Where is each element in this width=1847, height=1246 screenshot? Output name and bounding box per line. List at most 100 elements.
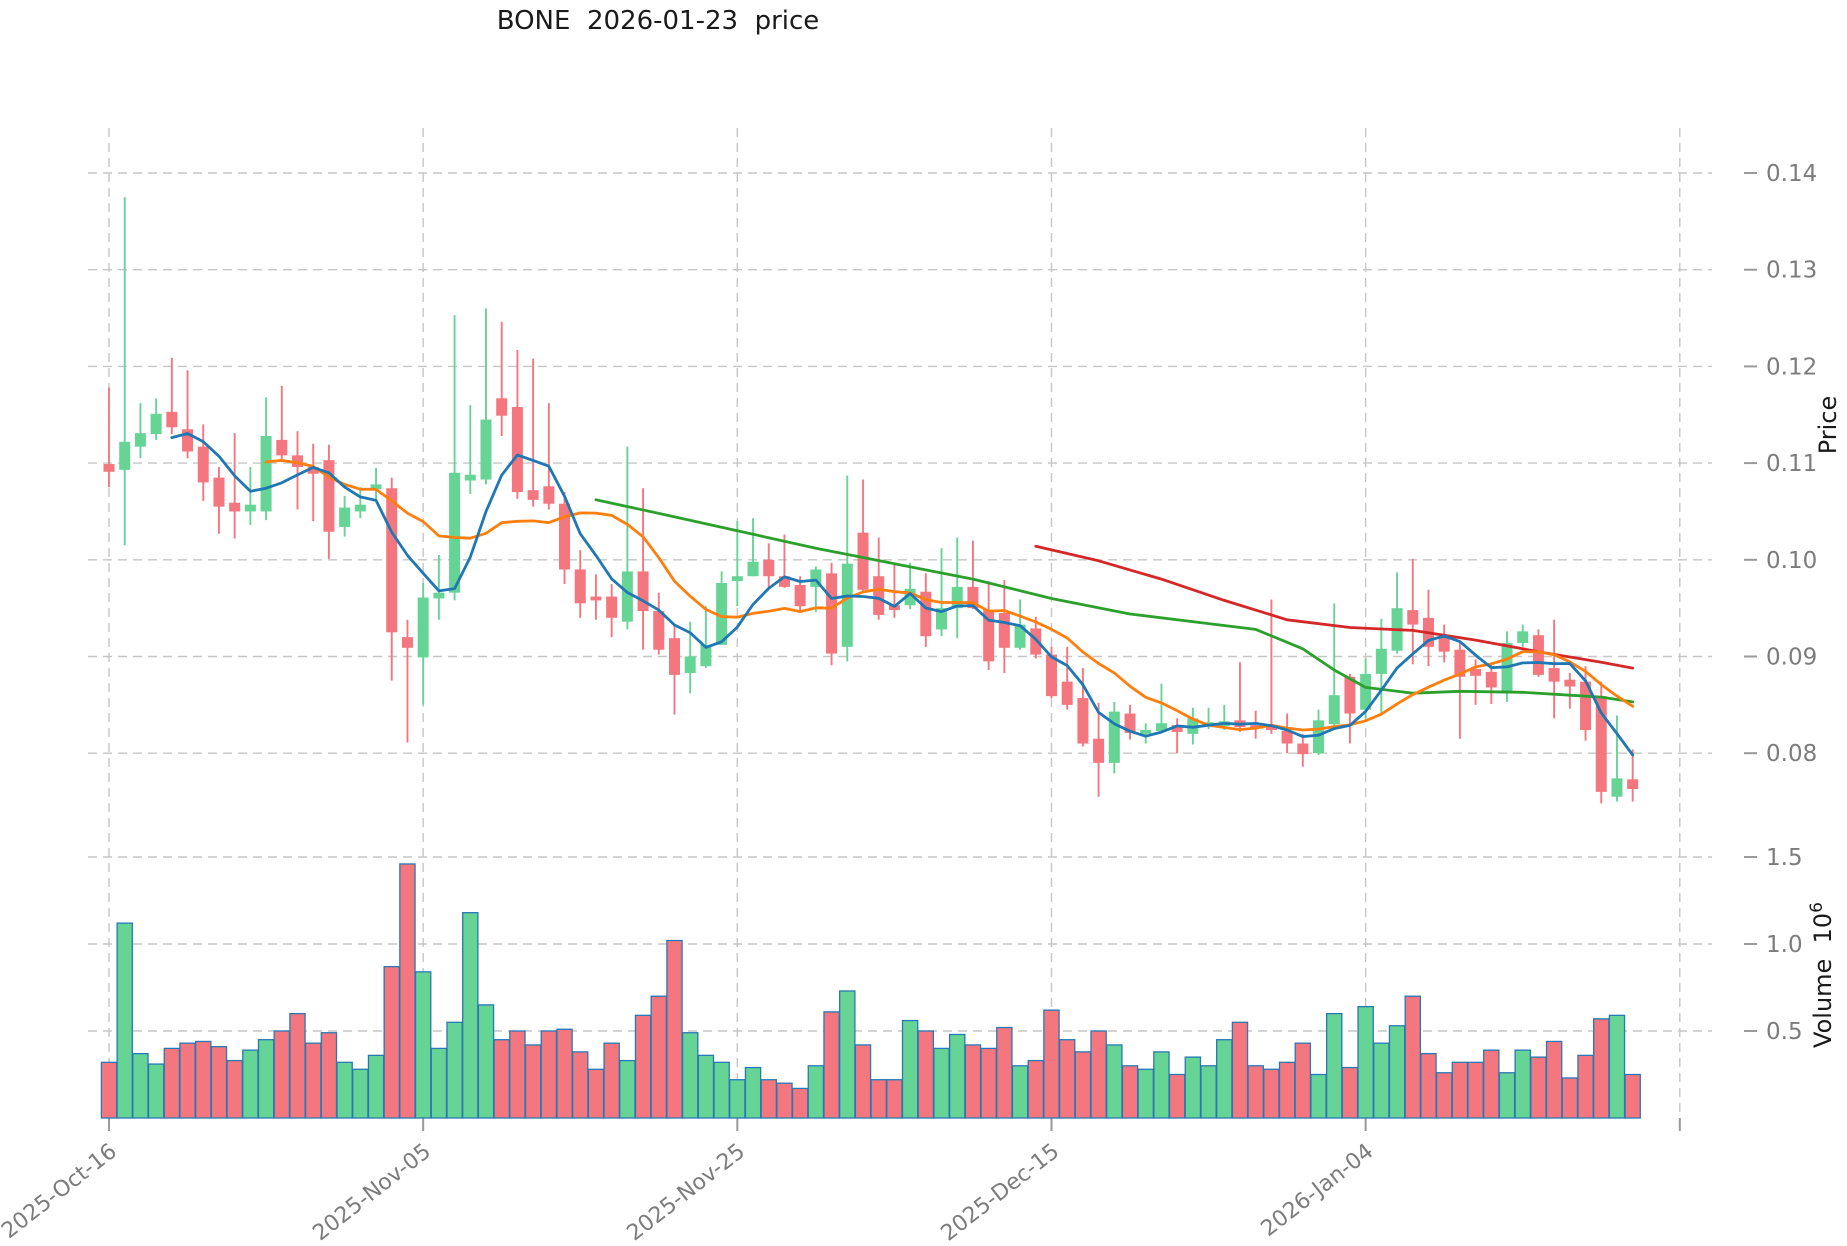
- volume-axis-label: Volume 106: [1807, 902, 1837, 1048]
- candle-body: [1407, 610, 1419, 625]
- candle-body: [1564, 679, 1576, 687]
- volume-bar: [414, 971, 432, 1119]
- candle-body: [684, 656, 696, 673]
- candle-body: [511, 407, 523, 493]
- candle-body: [260, 436, 272, 512]
- candle-body: [763, 559, 775, 577]
- volume-bar: [116, 922, 133, 1119]
- volume-bar: [1514, 1049, 1531, 1119]
- candle-body: [998, 612, 1010, 648]
- candle-body: [134, 433, 146, 447]
- volume-tick-label: 1.0: [1766, 932, 1803, 958]
- volume-bar: [1216, 1039, 1233, 1119]
- volume-bar: [823, 1011, 840, 1119]
- candle-body: [747, 561, 759, 577]
- volume-bar: [744, 1066, 762, 1119]
- volume-bar: [1137, 1068, 1154, 1119]
- ma-xlong-red: [1034, 544, 1635, 670]
- volume-bar: [1498, 1072, 1516, 1119]
- volume-bar: [1200, 1065, 1217, 1119]
- candle-body: [700, 644, 712, 667]
- candle-body: [323, 460, 335, 532]
- candle-body: [559, 503, 571, 570]
- candle-body: [1140, 729, 1152, 734]
- volume-bar: [619, 1059, 636, 1119]
- candle-body: [951, 586, 963, 609]
- volume-bar: [1310, 1073, 1327, 1119]
- candle-body: [386, 488, 398, 633]
- volume-bar: [1483, 1049, 1500, 1119]
- volume-bar: [697, 1054, 715, 1119]
- price-tick-label: 0.13: [1766, 258, 1817, 284]
- candle-body: [668, 638, 680, 675]
- volume-bar: [399, 863, 416, 1119]
- volume-bar: [854, 1044, 872, 1119]
- candle-body: [794, 584, 806, 607]
- candle-body: [873, 576, 885, 615]
- ma-long-green: [594, 498, 1635, 704]
- candle-body: [433, 592, 445, 599]
- date-tick-label: 2026-Jan-04: [1257, 1139, 1379, 1242]
- candle-body: [307, 466, 319, 474]
- volume-bar: [901, 1019, 919, 1119]
- volume-bar: [493, 1039, 510, 1119]
- volume-bar: [273, 1030, 291, 1119]
- candle-body: [826, 573, 838, 654]
- volume-bar: [587, 1068, 605, 1119]
- candle-body: [1014, 624, 1026, 648]
- volume-bar: [1168, 1073, 1186, 1119]
- volume-bar: [666, 939, 683, 1119]
- candle-body: [1517, 631, 1529, 643]
- price-tick-label: 0.08: [1766, 741, 1817, 767]
- date-tick-label: 2025-Dec-15: [937, 1139, 1065, 1246]
- volume-bar: [1231, 1021, 1249, 1119]
- candle-body: [1470, 669, 1482, 676]
- volume-tick-label: 0.5: [1766, 1019, 1803, 1045]
- volume-bar: [886, 1079, 903, 1119]
- candle-body: [653, 611, 665, 650]
- candle-body: [543, 486, 555, 504]
- volume-bar: [1027, 1059, 1045, 1119]
- volume-bar: [1247, 1065, 1264, 1119]
- candle-body: [464, 474, 476, 481]
- candle-body: [1438, 636, 1450, 652]
- candle-wicks: [108, 197, 1634, 804]
- candle-body: [920, 591, 932, 637]
- volume-bar: [462, 912, 479, 1119]
- ma-short-blue: [170, 432, 1635, 757]
- candle-body: [1155, 723, 1167, 731]
- candle-body: [841, 563, 853, 647]
- price-tick-label: 0.10: [1766, 548, 1817, 574]
- volume-bar: [980, 1047, 997, 1119]
- candle-body: [967, 586, 979, 609]
- candle-body: [449, 472, 461, 593]
- candle-body: [1344, 676, 1356, 714]
- candle-body: [213, 477, 225, 507]
- candle-body: [166, 411, 178, 428]
- candle-body: [197, 446, 209, 483]
- candle-body: [1250, 725, 1262, 729]
- candle-body: [731, 576, 743, 582]
- candle-body: [1611, 778, 1623, 797]
- volume-bar: [540, 1030, 558, 1119]
- candle-body: [1328, 695, 1340, 725]
- candle-body: [716, 583, 728, 645]
- volume-bar: [1294, 1042, 1312, 1119]
- volume-bar: [242, 1049, 259, 1119]
- volume-tick-label: 1.5: [1766, 845, 1803, 871]
- candle-body: [1532, 635, 1544, 675]
- volume-bar: [179, 1042, 196, 1119]
- candle-body: [1061, 681, 1073, 705]
- volume-axis-exponent: 6: [1807, 902, 1827, 913]
- volume-bar: [1420, 1052, 1437, 1119]
- volume-bar: [839, 990, 856, 1119]
- volume-bar: [556, 1028, 573, 1119]
- candle-body: [1454, 649, 1466, 677]
- volume-bar: [1090, 1030, 1107, 1119]
- candle-body: [810, 569, 822, 587]
- candle-body: [1077, 698, 1089, 744]
- candle-body: [1171, 725, 1183, 732]
- volume-bar: [1074, 1051, 1092, 1119]
- candle-body: [229, 502, 241, 512]
